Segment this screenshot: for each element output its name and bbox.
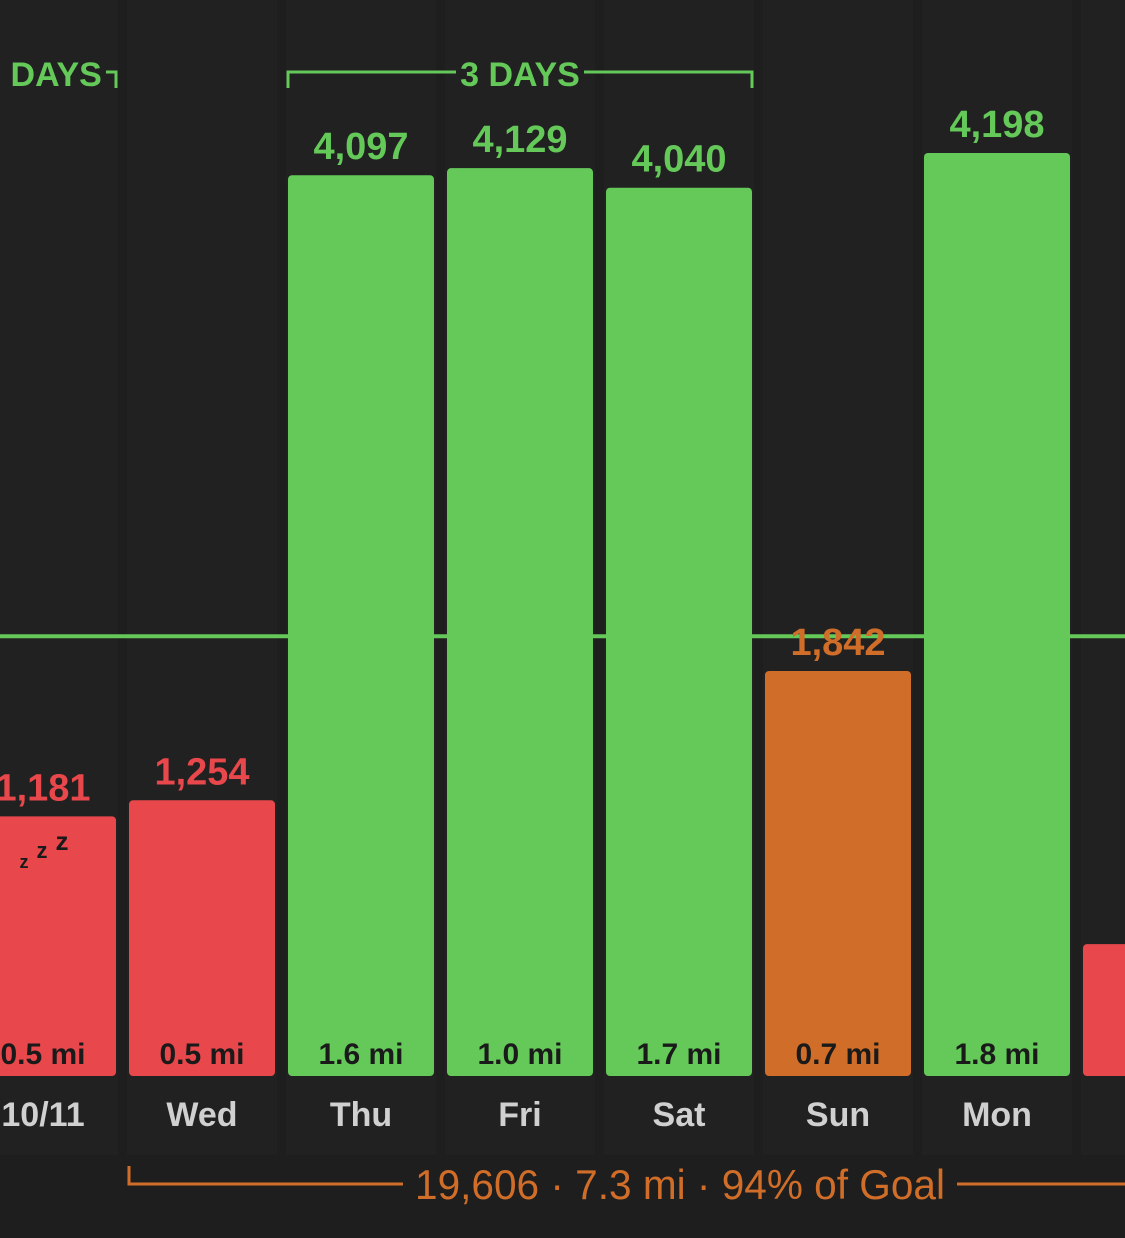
bar-1[interactable]: [129, 800, 275, 1076]
sleep-icon: z: [56, 826, 69, 856]
bar-value-label: 1,181: [0, 767, 91, 809]
bar-distance-label: 1.8 mi: [954, 1038, 1039, 1071]
bar-distance-label: 0.5 mi: [0, 1038, 85, 1071]
bar-distance-label: 1.6 mi: [318, 1038, 403, 1071]
streak-bracket: [286, 70, 754, 88]
day-label: 10/11: [1, 1096, 84, 1134]
streak-label: 3 DAYS: [460, 56, 580, 94]
bar-4[interactable]: [606, 187, 752, 1077]
bar-2[interactable]: [288, 175, 434, 1076]
sleep-icon: z: [20, 852, 29, 872]
bar-distance-label: 0.7 mi: [795, 1038, 880, 1071]
summary-bracket: [127, 1166, 1125, 1186]
bar-7[interactable]: [1083, 944, 1125, 1076]
bar-3[interactable]: [447, 168, 593, 1077]
day-label: Sun: [806, 1096, 870, 1134]
bar-distance-label: 0.5 mi: [159, 1038, 244, 1071]
bar-value-label: 1,842: [790, 622, 885, 664]
bar-value-label: 4,097: [313, 126, 408, 168]
bar-distance-label: 1.7 mi: [636, 1038, 721, 1071]
bar-6[interactable]: [924, 153, 1070, 1076]
bar-5[interactable]: [765, 671, 911, 1076]
day-label: Thu: [330, 1096, 392, 1134]
bar-0[interactable]: [0, 816, 116, 1076]
day-label: Sat: [653, 1096, 706, 1134]
bar-value-label: 1,254: [154, 751, 249, 793]
bar-value-label: 4,129: [472, 119, 567, 161]
summary-label: 19,606 · 7.3 mi · 94% of Goal: [415, 1161, 945, 1208]
day-label: Mon: [962, 1096, 1032, 1134]
sleep-icon: z: [37, 838, 48, 863]
bar-value-label: 4,040: [631, 139, 726, 181]
streak-bracket: [106, 70, 118, 88]
streak-label: 3 DAYS: [0, 56, 102, 94]
bar-distance-label: 1.0 mi: [477, 1038, 562, 1071]
bar-value-label: 4,198: [949, 104, 1044, 146]
day-label: Wed: [166, 1096, 237, 1134]
day-label: Fri: [498, 1096, 541, 1134]
